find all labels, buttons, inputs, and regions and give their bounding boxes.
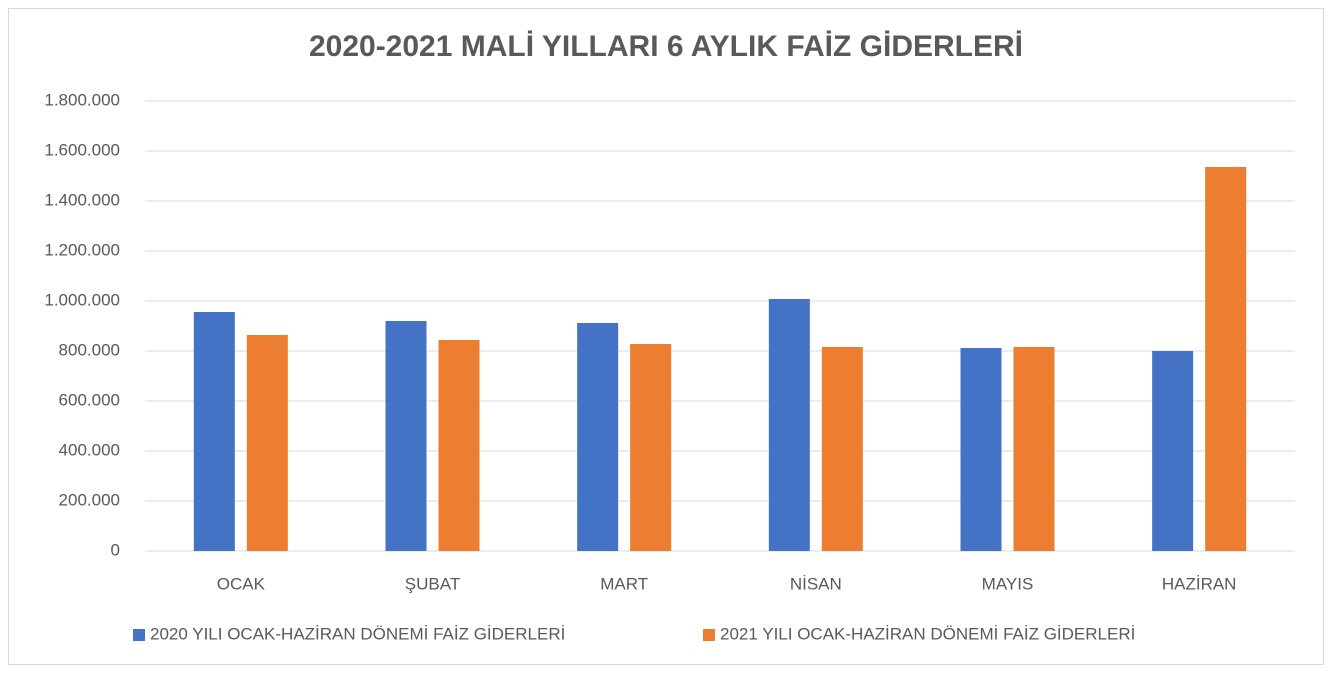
y-tick-label: 400.000	[59, 440, 120, 459]
x-tick-label: HAZİRAN	[1162, 574, 1237, 593]
y-tick-label: 200.000	[59, 490, 120, 509]
x-tick-label: NİSAN	[790, 574, 842, 593]
bar	[193, 312, 235, 551]
bar	[630, 344, 672, 551]
bar	[577, 323, 619, 551]
bar	[1152, 351, 1194, 551]
y-tick-label: 1.600.000	[44, 140, 120, 159]
legend-swatch	[703, 629, 715, 641]
bar	[385, 321, 427, 551]
bar	[1205, 167, 1247, 551]
x-tick-label: OCAK	[217, 574, 266, 593]
bar	[960, 348, 1002, 551]
x-tick-label: MAYIS	[982, 574, 1034, 593]
y-tick-label: 600.000	[59, 390, 120, 409]
bar	[246, 335, 288, 551]
y-tick-label: 1.200.000	[44, 240, 120, 259]
bar	[438, 340, 480, 551]
bar	[1013, 347, 1055, 551]
x-tick-label: ŞUBAT	[405, 574, 460, 593]
chart-title: 2020-2021 MALİ YILLARI 6 AYLIK FAİZ GİDE…	[309, 30, 1023, 63]
bar	[821, 347, 863, 551]
legend-swatch	[133, 629, 145, 641]
y-tick-label: 1.400.000	[44, 190, 120, 209]
y-tick-label: 1.000.000	[44, 290, 120, 309]
legend-label: 2021 YILI OCAK-HAZİRAN DÖNEMİ FAİZ GİDER…	[720, 624, 1135, 643]
y-tick-label: 1.800.000	[44, 90, 120, 109]
y-tick-label: 800.000	[59, 340, 120, 359]
bar	[768, 299, 810, 551]
x-tick-label: MART	[600, 574, 648, 593]
y-tick-label: 0	[111, 540, 120, 559]
legend-label: 2020 YILI OCAK-HAZİRAN DÖNEMİ FAİZ GİDER…	[150, 624, 565, 643]
